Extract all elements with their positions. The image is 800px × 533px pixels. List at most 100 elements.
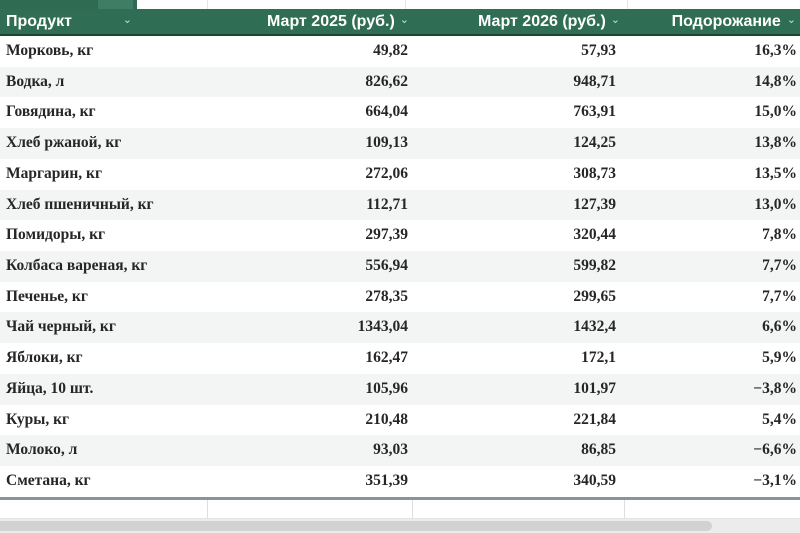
table-header-row: Продукт ⌄ Март 2025 (руб.) ⌄ Март 2026 (… [0,9,800,36]
cell-product[interactable]: Куры, кг [6,410,70,428]
table-bottom-border [0,497,800,500]
cell-mar2025[interactable]: 109,13 [365,134,408,152]
cell-change[interactable]: 7,7% [762,257,797,275]
cell-mar2025[interactable]: 351,39 [365,472,408,490]
cell-change[interactable]: 6,6% [762,318,797,336]
cell-mar2025[interactable]: 112,71 [366,195,408,213]
cell-mar2026[interactable]: 308,73 [573,164,616,182]
cell-change[interactable]: −6,6% [753,441,797,459]
cell-change[interactable]: 15,0% [754,103,797,121]
cell-change[interactable]: 5,4% [762,410,797,428]
cell-mar2025[interactable]: 556,94 [365,257,408,275]
cell-mar2025[interactable]: 297,39 [365,226,408,244]
header-label-mar2025: Март 2025 (руб.) [267,12,395,30]
cell-mar2025[interactable]: 826,62 [365,72,408,90]
gridline [412,500,413,518]
partial-green-cell-highlight [98,0,133,9]
table-row: Говядина, кг 664,04 763,91 15,0% [0,97,800,129]
cell-product[interactable]: Яблоки, кг [6,349,83,367]
header-label-product: Продукт [6,12,72,30]
filter-dropdown-icon[interactable]: ⌄ [786,14,796,26]
table-row: Молоко, л 93,03 86,85 −6,6% [0,435,800,467]
cell-mar2026[interactable]: 221,84 [573,410,616,428]
cell-change[interactable]: 13,5% [754,164,797,182]
cell-product[interactable]: Хлеб ржаной, кг [6,134,122,152]
table-row: Яблоки, кг 162,47 172,1 5,9% [0,343,800,374]
gridline [0,518,800,519]
cell-mar2026[interactable]: 340,59 [573,472,616,490]
cell-change[interactable]: 13,8% [754,134,797,152]
cell-change[interactable]: 13,0% [754,195,797,213]
cell-change[interactable]: 16,3% [754,42,797,59]
table-row: Сметана, кг 351,39 340,59 −3,1% [0,466,800,497]
cell-product[interactable]: Колбаса вареная, кг [6,257,148,275]
cell-mar2026[interactable]: 763,91 [573,103,616,121]
gridline [624,500,625,518]
header-cell-change[interactable]: Подорожание ⌄ [624,9,800,34]
empty-grid-area[interactable] [0,500,800,519]
table-row: Яйца, 10 шт. 105,96 101,97 −3,8% [0,373,800,405]
cell-mar2026[interactable]: 1432,4 [573,318,616,336]
filter-dropdown-icon[interactable]: ⌄ [122,14,132,26]
header-cell-mar2026[interactable]: Март 2026 (руб.) ⌄ [412,9,624,34]
cell-mar2026[interactable]: 127,39 [573,195,616,213]
cell-product[interactable]: Молоко, л [6,441,78,459]
cell-change[interactable]: 7,8% [762,226,797,244]
table-row: Морковь, кг 49,82 57,93 16,3% [0,36,800,67]
cell-mar2025[interactable]: 105,96 [365,379,408,397]
table-row: Чай черный, кг 1343,04 1432,4 6,6% [0,312,800,344]
table-row: Куры, кг 210,48 221,84 5,4% [0,404,800,436]
header-cell-product[interactable]: Продукт ⌄ [0,9,137,34]
cell-mar2026[interactable]: 86,85 [581,441,616,459]
cell-mar2026[interactable]: 124,25 [573,134,616,152]
cell-change[interactable]: 14,8% [754,72,797,90]
cell-product[interactable]: Морковь, кг [6,42,94,59]
cell-change[interactable]: −3,1% [753,472,797,490]
cell-mar2025[interactable]: 664,04 [365,103,408,121]
cell-mar2025[interactable]: 49,82 [373,42,408,59]
partial-green-cell [0,0,137,9]
gridline [627,0,628,9]
table-row: Хлеб ржаной, кг 109,13 124,25 13,8% [0,128,800,159]
scrollbar-thumb[interactable] [0,521,712,531]
cell-mar2025[interactable]: 278,35 [365,287,408,305]
filter-dropdown-icon[interactable]: ⌄ [399,14,409,26]
cell-product[interactable]: Маргарин, кг [6,164,102,182]
header-cell-mar2025[interactable]: Март 2025 (руб.) ⌄ [137,9,412,34]
cell-change[interactable]: 7,7% [762,287,797,305]
cell-mar2026[interactable]: 948,71 [573,72,616,90]
cell-product[interactable]: Водка, л [6,72,65,90]
cell-mar2026[interactable]: 101,97 [573,379,616,397]
cell-mar2026[interactable]: 299,65 [573,287,616,305]
header-label-change: Подорожание [671,12,781,30]
filter-dropdown-icon[interactable]: ⌄ [610,14,620,26]
table-body: Морковь, кг 49,82 57,93 16,3% Водка, л 826,62… [0,36,800,497]
table-row: Маргарин, кг 272,06 308,73 13,5% [0,158,800,190]
table-row: Помидоры, кг 297,39 320,44 7,8% [0,220,800,252]
cell-change[interactable]: −3,8% [753,379,797,397]
cell-mar2025[interactable]: 162,47 [365,349,408,367]
cell-product[interactable]: Яйца, 10 шт. [6,379,94,397]
cell-mar2026[interactable]: 172,1 [581,349,616,367]
cell-change[interactable]: 5,9% [762,349,797,367]
table-row: Печенье, кг 278,35 299,65 7,7% [0,281,800,313]
cell-mar2025[interactable]: 1343,04 [357,318,408,336]
cell-mar2026[interactable]: 57,93 [581,42,616,59]
cell-product[interactable]: Чай черный, кг [6,318,116,336]
table-row: Колбаса вареная, кг 556,94 599,82 7,7% [0,251,800,282]
gridline [207,500,208,518]
cell-mar2025[interactable]: 210,48 [365,410,408,428]
cell-product[interactable]: Печенье, кг [6,287,88,305]
gridline [405,0,406,9]
cell-product[interactable]: Говядина, кг [6,103,96,121]
cell-product[interactable]: Хлеб пшеничный, кг [6,195,154,213]
cell-mar2025[interactable]: 93,03 [373,441,408,459]
cell-mar2025[interactable]: 272,06 [365,164,408,182]
cell-mar2026[interactable]: 599,82 [573,257,616,275]
cell-mar2026[interactable]: 320,44 [573,226,616,244]
horizontal-scrollbar[interactable] [0,519,800,533]
cell-product[interactable]: Сметана, кг [6,472,91,490]
partial-row-above [0,0,800,9]
cell-product[interactable]: Помидоры, кг [6,226,106,244]
